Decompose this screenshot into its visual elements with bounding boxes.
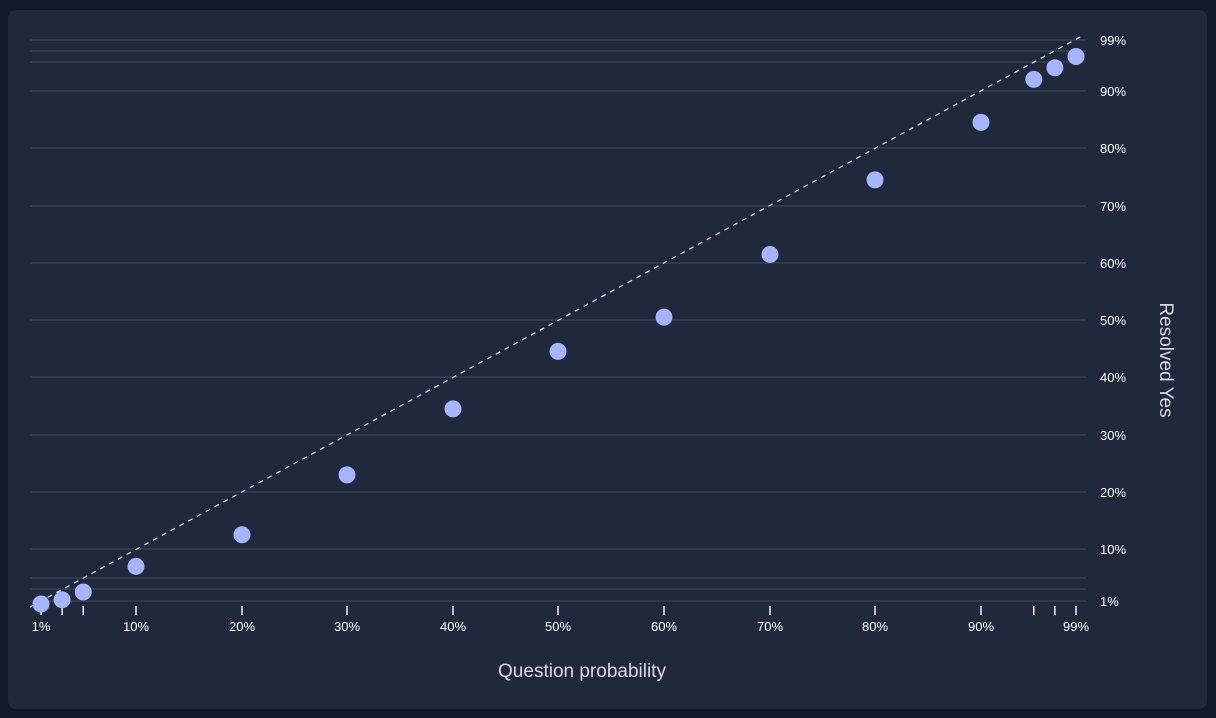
data-points xyxy=(32,48,1085,613)
gridlines xyxy=(30,39,1086,602)
y-axis-tick-label: 80% xyxy=(1100,141,1126,156)
data-point xyxy=(866,171,884,189)
x-axis-tick-label: 80% xyxy=(862,619,888,634)
y-axis-tick-label: 40% xyxy=(1100,370,1126,385)
x-axis-tick-label: 30% xyxy=(334,619,360,634)
x-axis-tick-label: 70% xyxy=(757,619,783,634)
y-axis-tick-label: 99% xyxy=(1100,33,1126,48)
y-axis-tick-label: 10% xyxy=(1100,542,1126,557)
data-point xyxy=(972,113,990,131)
data-point xyxy=(74,583,92,601)
data-point xyxy=(549,342,567,360)
x-axis-tick-label: 60% xyxy=(651,619,677,634)
x-axis-tick-label: 50% xyxy=(545,619,571,634)
y-axis-tick-label: 60% xyxy=(1100,256,1126,271)
x-axis-tick-label: 1% xyxy=(32,619,51,634)
y-axis-title: Resolved Yes xyxy=(1155,302,1176,417)
y-axis-tick-label: 90% xyxy=(1100,84,1126,99)
x-axis-minor-ticks xyxy=(40,606,1077,615)
data-point xyxy=(761,245,779,263)
data-point xyxy=(655,308,673,326)
x-axis-tick-label: 20% xyxy=(229,619,255,634)
y-axis-tick-labels: 1% 10% 20% 30% 40% 50% 60% 70% 80% 90% 99% xyxy=(1100,33,1126,609)
y-axis-tick-label: 70% xyxy=(1100,199,1126,214)
data-point xyxy=(32,595,50,613)
x-axis-title: Question probability xyxy=(498,661,666,682)
x-axis-tick-label: 99% xyxy=(1063,619,1089,634)
reference-line xyxy=(29,35,1083,608)
x-axis-tick-label: 40% xyxy=(440,619,466,634)
chart-card xyxy=(8,10,1207,709)
data-point xyxy=(1046,59,1064,77)
data-point xyxy=(233,526,251,544)
y-axis-tick-label: 30% xyxy=(1100,428,1126,443)
y-axis-tick-label: 50% xyxy=(1100,313,1126,328)
data-point xyxy=(127,557,145,575)
data-point xyxy=(1067,48,1085,65)
x-axis-tick-labels: 1% 10% 20% 30% 40% 50% 60% 70% 80% 90% 99% xyxy=(32,619,1090,634)
x-axis-tick-label: 10% xyxy=(123,619,149,634)
data-point xyxy=(53,591,71,609)
x-axis-tick-label: 90% xyxy=(968,619,994,634)
data-point xyxy=(338,466,356,484)
data-point xyxy=(1025,70,1043,88)
data-point xyxy=(444,400,462,418)
y-axis-tick-label: 1% xyxy=(1100,594,1119,609)
y-axis-tick-label: 20% xyxy=(1100,485,1126,500)
